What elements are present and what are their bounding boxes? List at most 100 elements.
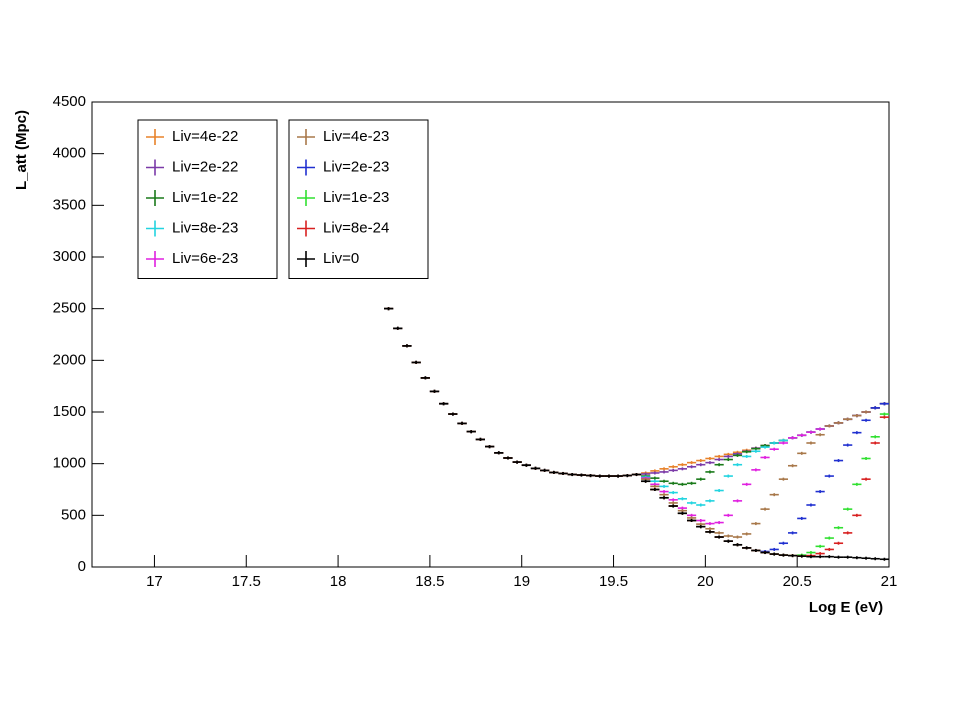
data-point <box>686 513 697 517</box>
legend-label: Liv=8e-24 <box>323 219 389 236</box>
data-point <box>705 457 715 460</box>
data-point <box>696 519 706 522</box>
x-tick-label: 18 <box>330 573 347 590</box>
data-point <box>815 552 825 556</box>
data-point <box>833 459 844 463</box>
data-point <box>659 470 669 474</box>
data-point <box>797 451 807 455</box>
data-point <box>723 474 733 478</box>
data-point <box>668 504 678 508</box>
data-point <box>815 433 825 437</box>
data-point <box>696 463 706 467</box>
data-point <box>833 555 844 559</box>
data-point <box>870 435 880 439</box>
data-point <box>778 541 788 545</box>
series <box>383 307 889 478</box>
data-point <box>705 530 715 534</box>
data-point <box>769 447 779 451</box>
data-point <box>723 513 733 517</box>
legend-box <box>137 119 278 279</box>
data-point <box>751 548 761 552</box>
data-point <box>686 481 697 485</box>
legend-label: Liv=1e-23 <box>323 189 389 206</box>
data-point <box>861 556 871 560</box>
series <box>383 307 889 486</box>
series <box>383 307 889 553</box>
data-point <box>861 410 871 414</box>
data-point <box>659 484 669 488</box>
data-point <box>604 474 614 478</box>
data-point <box>778 441 788 445</box>
y-tick-label: 1500 <box>53 403 86 420</box>
data-point <box>714 535 724 539</box>
data-point <box>393 326 403 330</box>
data-point <box>879 415 889 419</box>
y-tick-label: 3000 <box>53 248 86 265</box>
legend-label: Liv=1e-22 <box>172 189 238 206</box>
legend-label: Liv=8e-23 <box>172 219 238 236</box>
data-point <box>861 457 871 460</box>
data-point <box>797 433 807 437</box>
data-point <box>696 503 706 507</box>
data-point <box>411 360 421 364</box>
data-point <box>778 553 788 557</box>
data-point <box>668 498 678 502</box>
legend-label: Liv=2e-23 <box>323 158 389 175</box>
legend-label: Liv=4e-23 <box>323 128 389 145</box>
data-point <box>677 509 687 513</box>
data-point <box>852 482 862 486</box>
data-point <box>677 511 687 515</box>
legend-label: Liv=6e-23 <box>172 250 238 267</box>
data-point <box>402 344 412 348</box>
data-point <box>852 556 862 560</box>
data-point <box>705 522 715 526</box>
data-point <box>650 488 660 491</box>
data-point <box>714 454 724 458</box>
data-point <box>705 470 715 474</box>
data-point <box>843 507 853 511</box>
data-point <box>806 555 816 559</box>
data-point <box>677 467 687 471</box>
data-point <box>879 402 889 406</box>
data-point <box>742 532 752 536</box>
data-point <box>751 522 761 526</box>
data-point <box>705 461 715 465</box>
data-point <box>732 463 743 467</box>
data-point <box>732 543 743 547</box>
data-point <box>769 441 779 445</box>
data-point <box>641 479 651 483</box>
data-point <box>668 481 678 485</box>
data-point <box>540 468 550 472</box>
x-tick-label: 21 <box>881 573 898 590</box>
data-point <box>677 482 687 486</box>
data-point <box>760 455 770 459</box>
data-point <box>787 436 798 440</box>
data-point <box>760 507 770 511</box>
data-point <box>650 476 660 480</box>
data-point <box>705 527 715 531</box>
y-tick-label: 500 <box>61 506 86 523</box>
data-point <box>475 437 485 441</box>
data-point <box>686 465 697 469</box>
data-point <box>742 450 752 454</box>
series <box>383 307 889 561</box>
y-tick-label: 3500 <box>53 196 86 213</box>
data-point <box>769 552 779 556</box>
data-point <box>686 501 697 505</box>
data-point <box>714 489 724 493</box>
data-point <box>742 546 752 550</box>
data-point <box>714 521 724 525</box>
series <box>383 307 889 478</box>
data-point <box>677 463 687 467</box>
data-point <box>833 526 844 530</box>
data-point <box>696 525 706 529</box>
x-axis-title: Log E (eV) <box>809 599 883 616</box>
legend-label: Liv=0 <box>323 250 359 267</box>
x-tick-label: 19.5 <box>599 573 628 590</box>
data-point <box>732 453 743 457</box>
data-point <box>723 539 733 543</box>
data-point <box>824 424 834 428</box>
data-point <box>843 417 853 421</box>
data-point <box>429 389 440 393</box>
